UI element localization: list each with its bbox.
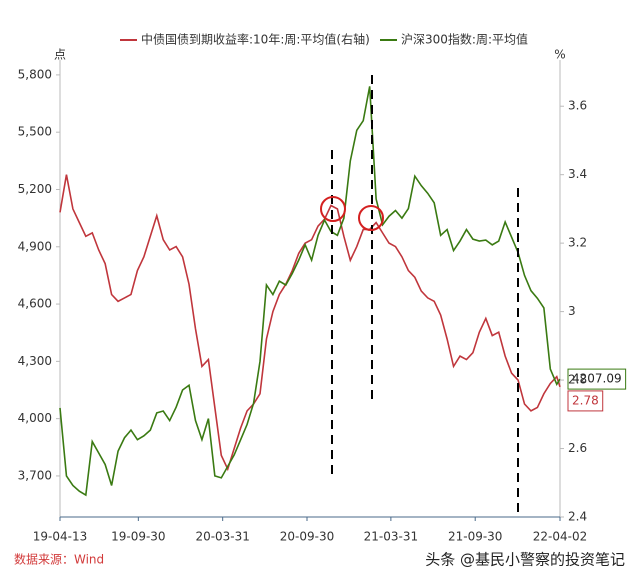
y2-tick-label: 3.2: [568, 236, 587, 250]
watermark: 头条 @基民小警察的投资笔记: [425, 551, 625, 569]
y2-tick-label: 2.8: [568, 373, 587, 387]
end-value-label: 4207.09: [567, 368, 627, 390]
y-tick-label: 5,500: [18, 125, 52, 139]
x-tick-label: 21-03-31: [364, 530, 418, 544]
y-tick-label: 4,300: [18, 354, 52, 368]
y2-axis-unit: %: [554, 48, 565, 62]
end-value-box: [567, 368, 627, 390]
x-tick-label: 21-09-30: [448, 530, 502, 544]
source-note: 数据来源：Wind: [14, 552, 104, 567]
end-value-label: 2.78: [567, 390, 604, 412]
y2-tick-label: 3.4: [568, 167, 587, 181]
legend-label: 中债国债到期收益率:10年:周:平均值(右轴): [141, 32, 370, 47]
y-tick-label: 5,800: [18, 67, 52, 81]
annotations: [320, 75, 519, 517]
x-tick-label: 20-03-31: [195, 530, 249, 544]
y-tick-label: 4,900: [18, 239, 52, 253]
end-value-box: [567, 390, 604, 412]
y-tick-label: 4,600: [18, 297, 52, 311]
x-tick-label: 19-04-13: [33, 530, 87, 544]
y2-tick-label: 2.6: [568, 441, 587, 455]
y-tick-label: 5,200: [18, 182, 52, 196]
y2-tick-label: 3: [568, 304, 576, 318]
y-tick-label: 4,000: [18, 411, 52, 425]
end-value-text: 4207.09: [572, 372, 622, 386]
highlight-circle: [320, 196, 346, 222]
series-line: [59, 174, 561, 472]
x-tick-label: 20-09-30: [280, 530, 334, 544]
x-tick-label: 22-04-02: [533, 530, 587, 544]
highlight-circle: [358, 205, 384, 231]
x-tick-label: 19-09-30: [111, 530, 165, 544]
y-tick-label: 3,700: [18, 468, 52, 482]
plot-area: 2.78 4207.09: [59, 86, 627, 497]
y-axis-unit: 点: [54, 48, 66, 62]
y2-tick-label: 3.6: [568, 99, 587, 113]
end-value-text: 2.78: [572, 393, 599, 407]
legend-label: 沪深300指数:周:平均值: [401, 32, 528, 47]
series-line: [59, 86, 561, 497]
y2-tick-label: 2.4: [568, 510, 587, 524]
